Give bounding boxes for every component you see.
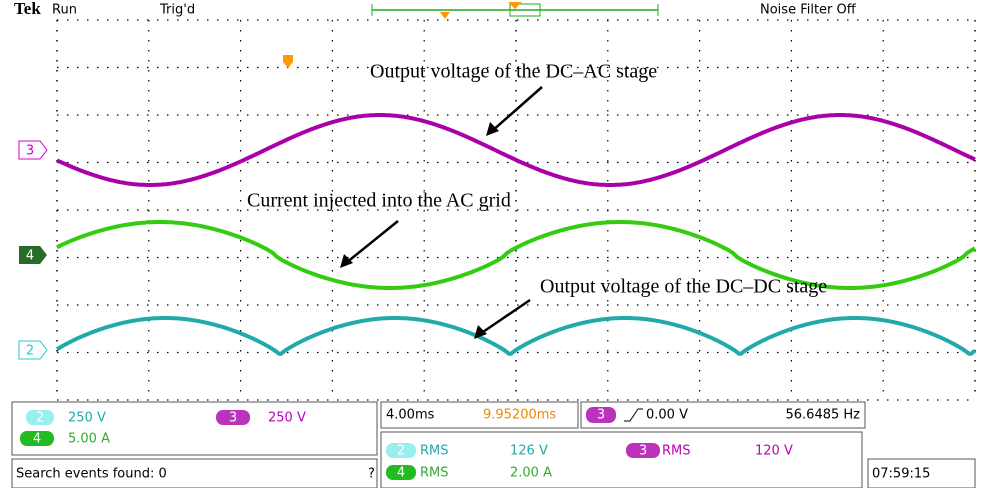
search-status: Search events found: 0 xyxy=(16,467,167,482)
rms-label: RMS xyxy=(420,444,449,459)
timebase: 4.00ms xyxy=(386,408,435,423)
clock: 07:59:15 xyxy=(872,467,930,482)
annotation: Output voltage of the DC–AC stage xyxy=(370,61,657,83)
help[interactable]: ? xyxy=(368,467,375,482)
channel-number: 4 xyxy=(33,432,41,447)
channel-number: 3 xyxy=(597,408,605,423)
ch4-scale: 5.00 A xyxy=(68,432,110,447)
channel-number: 2 xyxy=(36,411,44,426)
status: Run xyxy=(52,3,77,18)
channel-number: 3 xyxy=(26,144,34,159)
scope-screen: Tek Run Trig'd Noise Filter Off 3 4 2 Ou… xyxy=(0,0,987,488)
ch4-rms: 2.00 A xyxy=(510,466,552,481)
channel-number: 4 xyxy=(397,466,405,481)
channel-number: 3 xyxy=(639,444,647,459)
horizontal-position: 9.95200ms xyxy=(483,408,556,423)
ch2-scale: 250 V xyxy=(68,411,106,426)
brand: Tek xyxy=(14,0,41,18)
ch3-rms: 120 V xyxy=(755,444,793,459)
channel-number: 2 xyxy=(397,444,405,459)
channel-number: 2 xyxy=(26,344,34,359)
rms-label: RMS xyxy=(662,444,691,459)
ch3-scale: 250 V xyxy=(268,411,306,426)
rms-label: RMS xyxy=(420,466,449,481)
ch2-rms: 126 V xyxy=(510,444,548,459)
trigger-level: 0.00 V xyxy=(646,408,688,423)
channel-number: 4 xyxy=(26,249,34,264)
frequency: 56.6485 Hz xyxy=(786,408,861,423)
trigger-status: Trig'd xyxy=(159,3,195,18)
channel-number: 3 xyxy=(229,411,237,426)
annotation: Output voltage of the DC–DC stage xyxy=(540,276,827,298)
annotation: Current injected into the AC grid xyxy=(247,190,511,212)
noise-filter: Noise Filter Off xyxy=(760,3,857,18)
